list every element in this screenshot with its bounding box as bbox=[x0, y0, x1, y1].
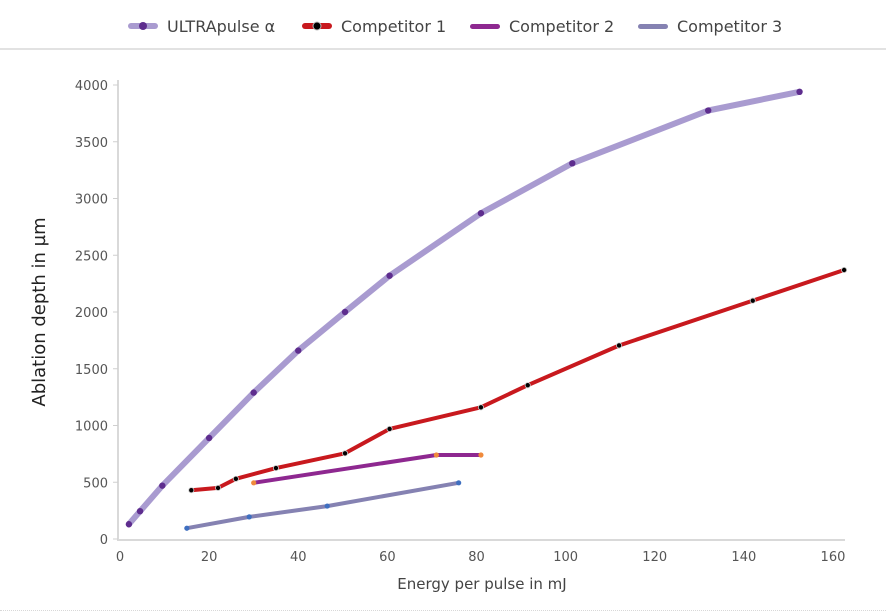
series-ultrapulse- bbox=[125, 88, 803, 528]
y-tick-label: 2500 bbox=[75, 249, 108, 264]
data-point[interactable] bbox=[796, 88, 803, 96]
data-series bbox=[125, 88, 848, 531]
legend-label: Competitor 2 bbox=[509, 16, 615, 36]
x-tick-label: 0 bbox=[116, 550, 124, 565]
legend-marker-icon bbox=[312, 21, 322, 31]
data-point[interactable] bbox=[477, 404, 484, 411]
legend-item-ultrapulse[interactable]: ULTRApulse α bbox=[128, 13, 275, 39]
y-tick-label: 1500 bbox=[75, 363, 108, 378]
data-point[interactable] bbox=[324, 503, 330, 509]
y-tick-label: 500 bbox=[83, 476, 108, 491]
y-axis-title: Ablation depth in µm bbox=[29, 217, 50, 406]
series-competitor-1 bbox=[188, 267, 848, 494]
legend-label: ULTRApulse α bbox=[167, 16, 276, 36]
data-point[interactable] bbox=[342, 450, 349, 457]
legend-swatch-ultrapulse bbox=[128, 22, 158, 30]
data-point[interactable] bbox=[246, 514, 252, 520]
series-line bbox=[125, 88, 803, 528]
x-tick-label: 120 bbox=[642, 550, 667, 565]
chart-legend: ULTRApulse α Competitor 1 Competitor 2 C… bbox=[0, 0, 886, 50]
data-point[interactable] bbox=[188, 487, 195, 494]
data-point[interactable] bbox=[136, 507, 144, 515]
data-point[interactable] bbox=[386, 272, 393, 279]
data-point[interactable] bbox=[841, 267, 848, 274]
data-point[interactable] bbox=[569, 160, 576, 167]
bottom-divider bbox=[0, 610, 886, 611]
data-point[interactable] bbox=[205, 434, 213, 442]
x-tick-label: 40 bbox=[290, 550, 307, 565]
data-point[interactable] bbox=[704, 107, 712, 114]
series-line bbox=[184, 480, 461, 531]
data-point[interactable] bbox=[184, 525, 190, 531]
x-tick-label: 80 bbox=[468, 550, 485, 565]
data-point[interactable] bbox=[159, 482, 166, 489]
data-point[interactable] bbox=[125, 521, 133, 528]
x-tick-label: 60 bbox=[379, 550, 396, 565]
x-tick-label: 160 bbox=[821, 550, 846, 565]
legend-swatch-competitor-1 bbox=[302, 21, 332, 31]
data-point[interactable] bbox=[386, 425, 393, 432]
data-point[interactable] bbox=[524, 382, 531, 389]
x-tick-label: 100 bbox=[553, 550, 578, 565]
legend-marker-icon bbox=[139, 22, 147, 30]
data-point[interactable] bbox=[272, 465, 279, 472]
legend-label: Competitor 1 bbox=[341, 16, 447, 36]
series-line bbox=[251, 453, 483, 485]
data-point[interactable] bbox=[250, 389, 257, 396]
y-tick-label: 3000 bbox=[75, 193, 108, 208]
series-competitor-2 bbox=[251, 452, 484, 486]
data-point[interactable] bbox=[341, 308, 349, 316]
y-tick-label: 1000 bbox=[75, 420, 108, 435]
legend-item-competitor-1[interactable]: Competitor 1 bbox=[302, 13, 446, 39]
y-tick-label: 3500 bbox=[75, 136, 108, 151]
legend-swatch-competitor-2 bbox=[470, 23, 500, 29]
data-point[interactable] bbox=[478, 452, 484, 458]
y-tick-label: 0 bbox=[100, 533, 108, 548]
data-point[interactable] bbox=[749, 297, 756, 304]
series-competitor-3 bbox=[184, 480, 462, 531]
x-tick-label: 20 bbox=[201, 550, 218, 565]
legend-swatch-competitor-3 bbox=[638, 23, 668, 29]
legend-label: Competitor 3 bbox=[677, 16, 783, 36]
data-point[interactable] bbox=[232, 475, 239, 482]
data-point[interactable] bbox=[215, 484, 222, 491]
legend-item-competitor-3[interactable]: Competitor 3 bbox=[638, 13, 782, 39]
data-point[interactable] bbox=[295, 347, 302, 354]
axes: 0 500 1000 1500 2000 2500 3000 3500 4000 0 20 40 60 8… bbox=[75, 79, 845, 565]
data-point[interactable] bbox=[616, 342, 623, 349]
data-point[interactable] bbox=[433, 452, 439, 458]
data-point[interactable] bbox=[251, 480, 257, 486]
y-tick-label: 2000 bbox=[75, 306, 108, 321]
legend-item-competitor-2[interactable]: Competitor 2 bbox=[470, 13, 614, 39]
series-line bbox=[189, 268, 847, 493]
y-tick-label: 4000 bbox=[75, 79, 108, 94]
x-axis-title: Energy per pulse in mJ bbox=[397, 575, 566, 593]
data-point[interactable] bbox=[477, 210, 485, 217]
x-tick-label: 140 bbox=[731, 550, 756, 565]
data-point[interactable] bbox=[456, 480, 462, 486]
